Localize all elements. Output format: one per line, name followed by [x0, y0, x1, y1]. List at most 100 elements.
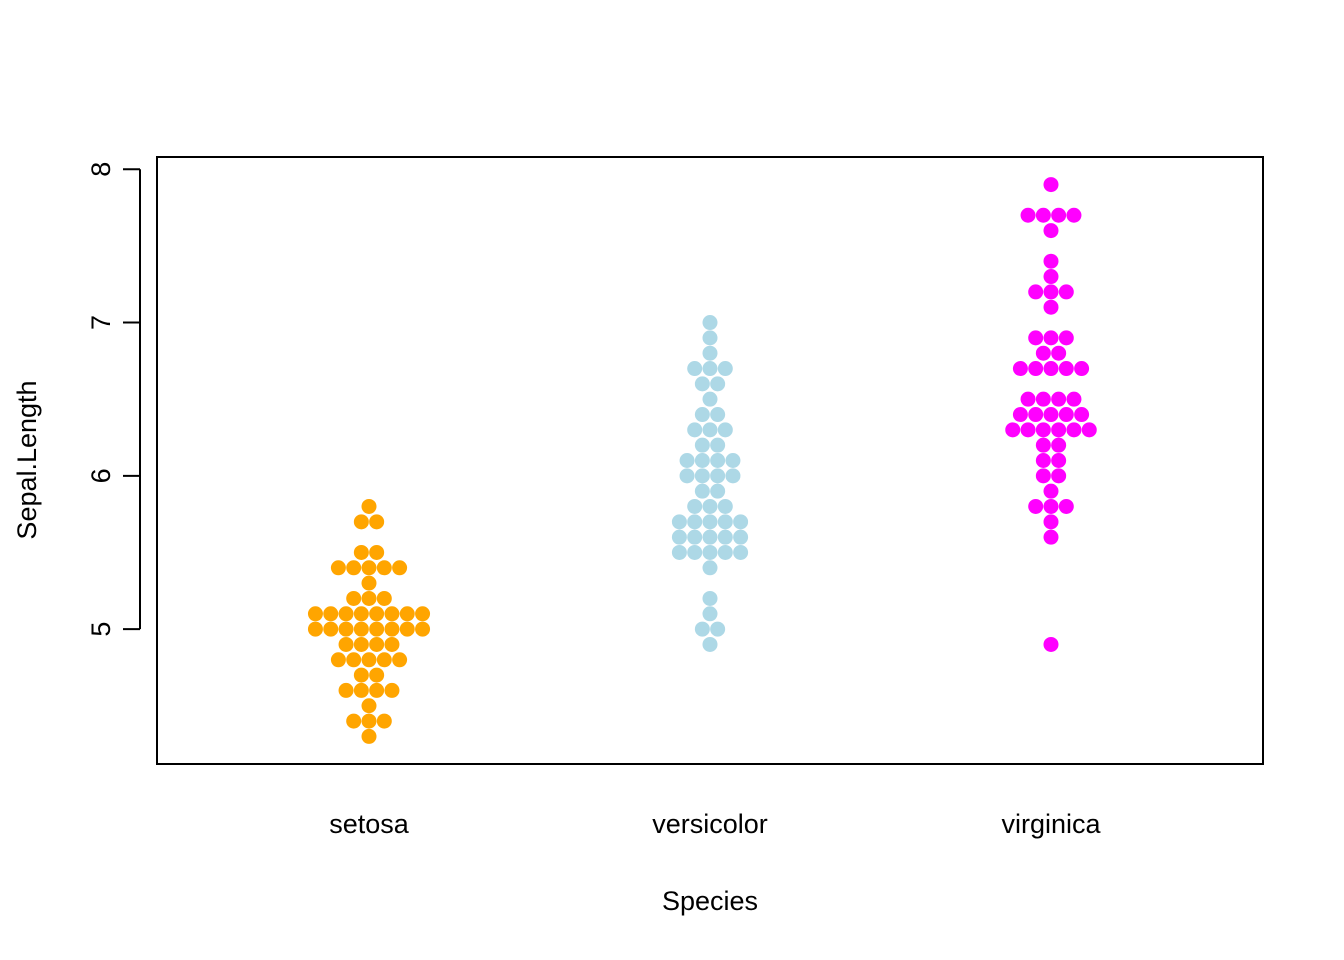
data-point-virginica	[1043, 269, 1059, 285]
data-point-virginica	[1051, 345, 1067, 361]
data-point-virginica	[1043, 636, 1059, 652]
data-point-virginica	[1058, 330, 1074, 346]
data-points	[307, 177, 1097, 744]
x-category-label-versicolor: versicolor	[652, 809, 768, 839]
x-axis-title: Species	[662, 886, 758, 916]
plot-frame	[156, 156, 1264, 765]
data-point-virginica	[1043, 299, 1059, 315]
data-point-virginica	[1051, 437, 1067, 453]
data-point-versicolor	[710, 483, 726, 499]
data-point-setosa	[361, 575, 377, 591]
data-point-versicolor	[679, 453, 695, 468]
data-point-virginica	[1028, 361, 1044, 377]
data-point-virginica	[1066, 207, 1082, 223]
data-point-virginica	[1043, 361, 1059, 377]
y-tick-label: 7	[86, 315, 116, 330]
data-point-virginica	[1043, 223, 1059, 239]
data-point-setosa	[415, 606, 431, 622]
data-point-virginica	[1043, 177, 1059, 193]
data-point-setosa	[376, 713, 392, 729]
data-point-setosa	[392, 560, 408, 576]
data-point-versicolor	[679, 468, 695, 484]
data-point-virginica	[1043, 483, 1059, 499]
data-point-versicolor	[702, 315, 718, 331]
y-tick-label: 5	[86, 622, 116, 637]
data-point-versicolor	[717, 361, 733, 377]
data-point-virginica	[1012, 361, 1028, 377]
data-point-versicolor	[694, 437, 710, 453]
data-point-virginica	[1028, 407, 1044, 423]
data-point-virginica	[1020, 422, 1036, 438]
data-point-virginica	[1035, 207, 1051, 223]
data-point-versicolor	[671, 514, 687, 530]
data-point-setosa	[376, 590, 392, 606]
data-point-setosa	[369, 514, 385, 530]
data-point-versicolor	[702, 391, 718, 407]
data-point-versicolor	[702, 498, 718, 514]
data-point-virginica	[1043, 514, 1059, 530]
data-point-setosa	[353, 544, 369, 560]
data-point-virginica	[1074, 361, 1090, 377]
data-point-setosa	[346, 590, 362, 606]
data-point-setosa	[361, 698, 377, 714]
data-point-setosa	[307, 606, 323, 622]
data-point-setosa	[361, 560, 377, 576]
data-point-setosa	[307, 621, 323, 637]
data-point-versicolor	[725, 468, 741, 484]
data-point-virginica	[1058, 498, 1074, 514]
data-point-versicolor	[671, 529, 687, 545]
y-tick-label: 6	[86, 468, 116, 483]
data-point-virginica	[1081, 422, 1097, 438]
data-point-setosa	[376, 560, 392, 576]
data-point-setosa	[330, 560, 346, 576]
data-point-setosa	[361, 713, 377, 729]
data-point-versicolor	[725, 453, 741, 468]
y-axis-title: Sepal.Length	[12, 380, 42, 539]
data-point-setosa	[346, 652, 362, 668]
data-point-virginica	[1051, 422, 1067, 438]
x-category-label-virginica: virginica	[1001, 809, 1101, 839]
data-point-setosa	[323, 621, 339, 637]
data-point-versicolor	[671, 544, 687, 560]
data-point-setosa	[353, 621, 369, 637]
data-point-versicolor	[687, 544, 703, 560]
data-point-versicolor	[687, 422, 703, 438]
data-point-setosa	[369, 682, 385, 698]
data-point-setosa	[353, 682, 369, 698]
data-point-versicolor	[702, 330, 718, 346]
data-point-setosa	[353, 514, 369, 530]
data-point-versicolor	[733, 514, 749, 530]
data-point-versicolor	[717, 498, 733, 514]
data-point-setosa	[338, 606, 354, 622]
data-point-setosa	[353, 667, 369, 683]
data-point-versicolor	[702, 529, 718, 545]
data-point-setosa	[330, 652, 346, 668]
data-point-virginica	[1051, 391, 1067, 407]
data-point-virginica	[1028, 330, 1044, 346]
data-point-setosa	[361, 590, 377, 606]
data-point-versicolor	[694, 376, 710, 392]
data-point-setosa	[384, 682, 400, 698]
data-point-versicolor	[710, 437, 726, 453]
data-point-setosa	[376, 652, 392, 668]
data-point-versicolor	[694, 621, 710, 637]
data-point-virginica	[1043, 284, 1059, 300]
data-point-versicolor	[702, 606, 718, 622]
data-point-setosa	[384, 606, 400, 622]
data-point-virginica	[1074, 407, 1090, 423]
data-point-virginica	[1051, 207, 1067, 223]
data-point-setosa	[353, 636, 369, 652]
y-axis: 5 6 7 8	[86, 162, 141, 637]
data-point-versicolor	[694, 483, 710, 499]
data-point-versicolor	[702, 560, 718, 576]
data-point-virginica	[1035, 437, 1051, 453]
data-point-setosa	[338, 636, 354, 652]
data-point-virginica	[1043, 407, 1059, 423]
data-point-virginica	[1028, 284, 1044, 300]
data-point-virginica	[1043, 529, 1059, 545]
data-point-virginica	[1043, 253, 1059, 269]
data-point-versicolor	[702, 590, 718, 606]
data-point-virginica	[1028, 498, 1044, 514]
data-point-setosa	[384, 621, 400, 637]
data-point-setosa	[369, 544, 385, 560]
